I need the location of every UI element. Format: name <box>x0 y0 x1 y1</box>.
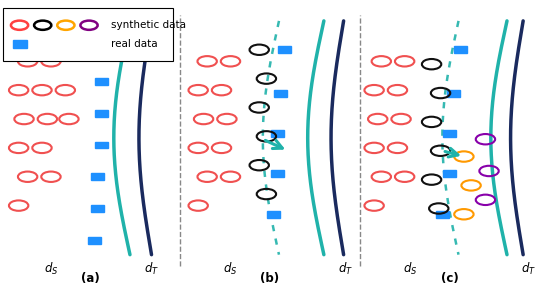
Bar <box>271 130 284 137</box>
Text: (c): (c) <box>441 272 458 285</box>
Bar <box>87 237 100 244</box>
Bar <box>443 171 456 177</box>
Bar <box>95 110 107 117</box>
Text: $d_S$: $d_S$ <box>223 261 238 277</box>
Text: (b): (b) <box>260 272 280 285</box>
Bar <box>271 171 284 177</box>
Text: $d_T$: $d_T$ <box>521 261 536 277</box>
Bar <box>274 90 287 97</box>
Bar <box>95 78 107 85</box>
Bar <box>12 40 26 48</box>
FancyBboxPatch shape <box>3 8 173 61</box>
Text: $d_S$: $d_S$ <box>403 261 417 277</box>
Bar <box>95 142 107 148</box>
Text: synthetic data: synthetic data <box>111 20 186 30</box>
Text: $d_T$: $d_T$ <box>338 261 353 277</box>
Text: $d_S$: $d_S$ <box>44 261 58 277</box>
Bar <box>454 46 467 53</box>
Bar <box>267 211 280 218</box>
Bar <box>443 130 456 137</box>
Bar <box>91 173 104 180</box>
Text: real data: real data <box>111 39 157 49</box>
Bar <box>98 46 111 53</box>
Bar <box>91 205 104 212</box>
Text: $d_T$: $d_T$ <box>144 261 159 277</box>
Bar <box>447 90 460 97</box>
Bar <box>436 211 449 218</box>
Text: (a): (a) <box>81 272 100 285</box>
Bar <box>278 46 291 53</box>
